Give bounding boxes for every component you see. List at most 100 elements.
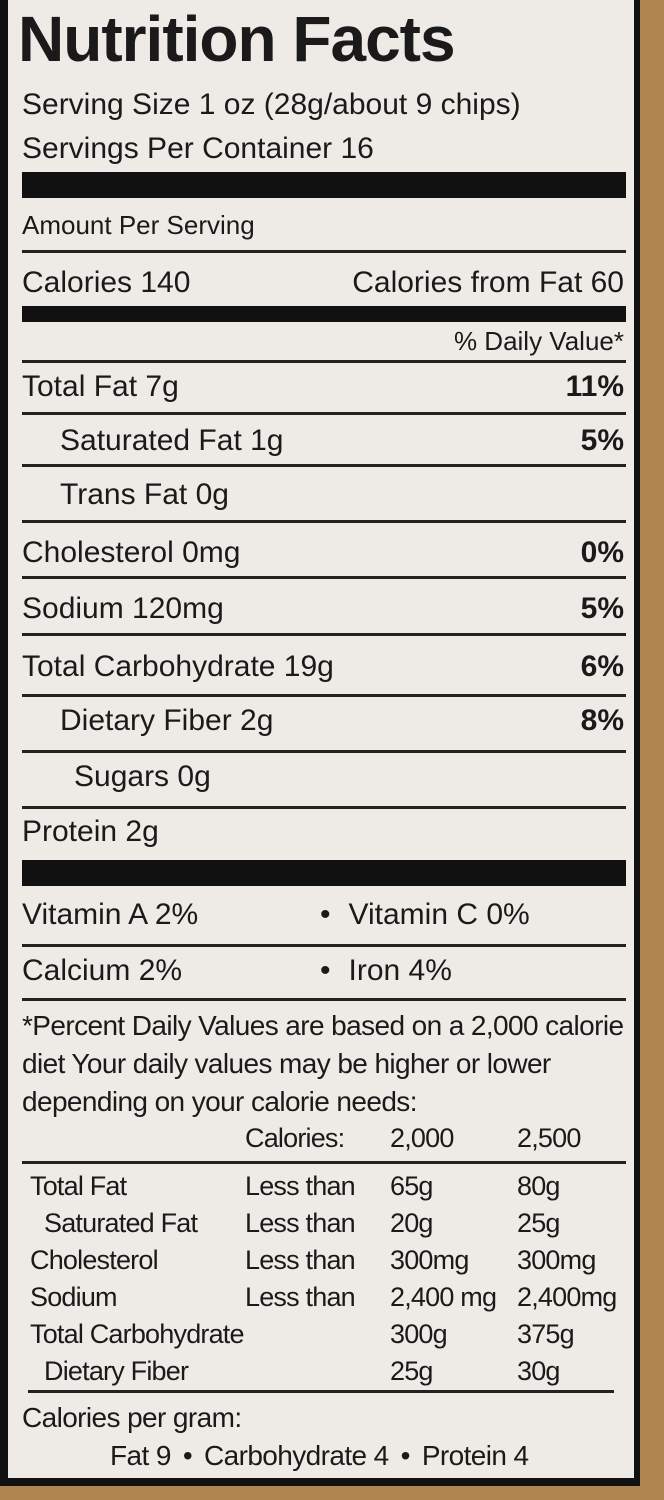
divider	[22, 412, 626, 415]
nutrient-dv: 5%	[580, 592, 624, 625]
table-cell: Less than	[245, 1282, 356, 1312]
vitamin-a: Vitamin A 2%	[22, 898, 199, 931]
table-cell: 25g	[517, 1208, 560, 1238]
footnote-text: diet Your daily values may be higher or …	[22, 1048, 551, 1079]
table-cell: 375g	[517, 1319, 575, 1349]
table-cell: Less than	[245, 1208, 356, 1238]
calories: Calories 140	[22, 266, 191, 299]
daily-value-table: Calories: 2,000 2,500 Total Fat Less than…	[22, 1120, 626, 1390]
calories-per-gram: Calories per gram:	[22, 1402, 624, 1434]
calcium: Calcium 2%	[22, 954, 183, 987]
divider	[22, 633, 626, 636]
calories-per-gram-values: Fat 9 • Carbohydrate 4 • Protein 4	[22, 1440, 624, 1472]
nutrient-row-sodium: Sodium 120mg 5%	[22, 592, 624, 626]
nutrient-row-total-carbohydrate: Total Carbohydrate 19g 6%	[22, 650, 624, 684]
amount-per-serving-text: Amount Per Serving	[22, 210, 255, 240]
vitamin-row: Vitamin A 2% • Vitamin C 0%	[22, 898, 624, 932]
table-cell: Total Carbohydrate	[30, 1319, 245, 1349]
nutrient-row-saturated-fat: Saturated Fat 1g 5%	[22, 424, 624, 458]
serving-size-text: Serving Size 1 oz (28g/about 9 chips)	[22, 88, 521, 121]
footnote-text: *Percent Daily Values are based on a 2,0…	[22, 1010, 624, 1041]
nutrient-label: Dietary Fiber 2g	[60, 704, 274, 737]
vitamin-c: Vitamin C 0%	[348, 898, 530, 931]
thick-divider	[22, 860, 626, 886]
table-cell: 300mg	[517, 1245, 596, 1275]
table-row: Saturated Fat Less than 20g 25g	[30, 1205, 622, 1242]
nutrient-row-protein: Protein 2g	[22, 815, 624, 849]
servings-text: Servings Per Container 16	[22, 132, 374, 165]
table-cell: 30g	[517, 1356, 560, 1386]
footnote-text: depending on your calorie needs:	[22, 1086, 417, 1117]
divider	[28, 1390, 614, 1393]
nutrient-label: Total Fat 7g	[22, 370, 179, 403]
table-header: Calories: 2,000 2,500	[30, 1120, 622, 1157]
daily-value-header: % Daily Value*	[22, 326, 624, 357]
divider	[22, 360, 626, 363]
table-cell: 65g	[390, 1171, 433, 1201]
table-row: Total Fat Less than 65g 80g	[30, 1168, 622, 1205]
amount-per-serving: Amount Per Serving	[22, 210, 624, 241]
table-cell: 2,400 mg	[390, 1282, 497, 1312]
daily-value-header-text: % Daily Value*	[453, 326, 624, 356]
nutrient-dv: 8%	[580, 704, 624, 737]
nutrient-dv: 11%	[565, 370, 624, 403]
nutrition-facts-label: Nutrition Facts Serving Size 1 oz (28g/a…	[0, 0, 640, 1486]
table-cell: 300g	[390, 1319, 448, 1349]
protein-per-gram: Protein 4	[421, 1440, 529, 1471]
divider	[22, 1161, 626, 1164]
footnote-line: *Percent Daily Values are based on a 2,0…	[22, 1010, 624, 1042]
table-cell: 2,000	[390, 1123, 454, 1153]
table-cell: 20g	[390, 1208, 433, 1238]
table-cell: Calories:	[245, 1123, 345, 1153]
divider	[22, 250, 626, 253]
divider	[22, 998, 626, 1001]
table-row: Cholesterol Less than 300mg 300mg	[30, 1242, 622, 1279]
iron: Iron 4%	[348, 954, 452, 987]
footnote-line: diet Your daily values may be higher or …	[22, 1048, 624, 1080]
divider	[22, 806, 626, 809]
table-cell: 2,400mg	[517, 1282, 617, 1312]
mineral-row: Calcium 2% • Iron 4%	[22, 954, 624, 988]
nutrient-row-sugars: Sugars 0g	[22, 760, 624, 794]
table-cell: Dietary Fiber	[44, 1356, 189, 1386]
footnote-line: depending on your calorie needs:	[22, 1086, 624, 1118]
nutrient-label: Trans Fat 0g	[60, 478, 229, 511]
divider	[22, 694, 626, 697]
table-cell: Sodium	[30, 1282, 118, 1312]
table-cell: 300mg	[390, 1245, 469, 1275]
table-cell: 25g	[390, 1356, 433, 1386]
divider	[22, 520, 626, 523]
table-cell: Less than	[245, 1171, 356, 1201]
bullet: •	[320, 954, 331, 987]
nutrient-row-dietary-fiber: Dietary Fiber 2g 8%	[22, 704, 624, 738]
table-cell: Cholesterol	[30, 1245, 159, 1275]
calories-row: Calories 140 Calories from Fat 60	[22, 266, 624, 300]
bullet: •	[320, 898, 331, 931]
nutrient-label: Sodium 120mg	[22, 592, 224, 625]
serving-size: Serving Size 1 oz (28g/about 9 chips)	[22, 88, 624, 122]
nutrient-dv: 5%	[580, 424, 624, 457]
table-cell: Saturated Fat	[44, 1208, 198, 1238]
bullet: •	[182, 1440, 193, 1471]
nutrient-row-total-fat: Total Fat 7g 11%	[22, 370, 624, 404]
thick-divider	[22, 306, 626, 322]
fat-per-gram: Fat 9	[110, 1440, 171, 1471]
servings-per-container: Servings Per Container 16	[22, 132, 624, 166]
carbohydrate-per-gram: Carbohydrate 4	[204, 1440, 389, 1471]
nutrient-row-cholesterol: Cholesterol 0mg 0%	[22, 536, 624, 570]
table-cell: Less than	[245, 1245, 356, 1275]
divider	[22, 750, 626, 753]
divider	[22, 576, 626, 579]
bullet: •	[400, 1440, 411, 1471]
divider	[22, 464, 626, 467]
table-row: Dietary Fiber 25g 30g	[30, 1353, 622, 1390]
nutrient-label: Protein 2g	[22, 815, 159, 848]
nutrient-row-trans-fat: Trans Fat 0g	[22, 478, 624, 512]
table-cell: 2,500	[517, 1123, 581, 1153]
nutrient-label: Total Carbohydrate 19g	[22, 650, 334, 683]
table-cell: Total Fat	[30, 1171, 127, 1201]
nutrient-dv: 0%	[580, 536, 624, 569]
table-row: Total Carbohydrate 300g 375g	[30, 1316, 622, 1353]
calories-from-fat: Calories from Fat 60	[352, 266, 624, 299]
divider	[22, 944, 626, 947]
